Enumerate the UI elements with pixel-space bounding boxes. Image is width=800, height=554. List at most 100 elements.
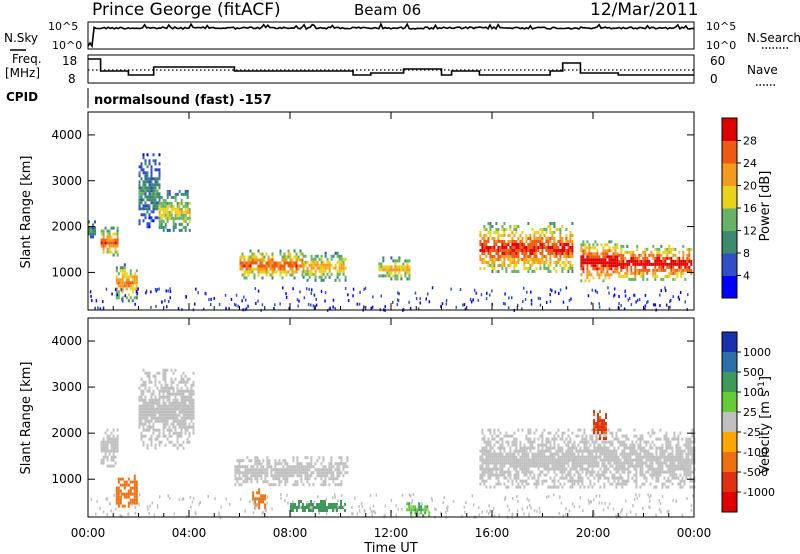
velocity-colorbar-swatch [722, 352, 737, 373]
freq-panel [87, 54, 695, 84]
power-colorbar-swatch [722, 275, 737, 299]
power-colorbar-tick: 20 [743, 180, 757, 193]
freq-tick-low: 8 [68, 72, 76, 86]
velocity-colorbar-tick: -25 [743, 426, 761, 439]
velocity-region [234, 456, 349, 487]
velocity-colorbar-swatch [722, 432, 737, 453]
power-colorbar-swatch [722, 118, 737, 141]
velocity-colorbar-label: Velocity [m s-1] [757, 376, 773, 474]
time-tick-label: 04:00 [172, 526, 207, 540]
velocity-y-label: Slant Range [km] [19, 362, 34, 475]
power-region [618, 244, 693, 281]
velocity-colorbar-tick: 1000 [743, 346, 771, 359]
power-region [158, 189, 191, 232]
velocity-region [100, 428, 119, 468]
velocity-colorbar-tick: -1000 [743, 486, 775, 499]
power-colorbar-swatch [722, 208, 737, 231]
velocity-colorbar-tick: -500 [743, 466, 768, 479]
velocity-colorbar-tick: 100 [743, 386, 764, 399]
power-region [580, 240, 619, 283]
nsky-label: N.Sky [4, 31, 38, 45]
power-y-label: Slant Range [km] [19, 156, 34, 269]
time-tick-label: 00:00 [71, 526, 106, 540]
velocity-region [593, 410, 607, 441]
velocity-colorbar-tick: -100 [743, 446, 768, 459]
velocity-region [479, 428, 696, 489]
cpid-label: CPID [6, 90, 38, 104]
power-colorbar-swatch [722, 140, 737, 164]
power-plot-area [88, 153, 693, 312]
nsky-panel [87, 21, 695, 50]
freq-label: Freq. [12, 52, 42, 66]
velocity-region [115, 474, 138, 508]
nsky-tick-high: 10^5 [48, 20, 78, 33]
nsearch-tick-high: 10^5 [706, 20, 736, 33]
velocity-colorbar-swatch [722, 392, 737, 413]
power-region [88, 220, 96, 239]
velocity-colorbar-tick: 25 [743, 406, 757, 419]
velocity-region [138, 368, 195, 450]
power-y-ticks: 1000 2000 3000 4000 [51, 128, 694, 279]
power-ytick-label: 2000 [51, 220, 82, 234]
power-colorbar-tick: 8 [743, 247, 750, 260]
velocity-colorbar-swatch [722, 412, 737, 433]
nave-label: Nave [747, 63, 778, 77]
velocity-colorbar-tick: 500 [743, 366, 764, 379]
velocity-ytick-label: 2000 [51, 426, 82, 440]
velocity-colorbar-swatch [722, 492, 737, 513]
freq-line [88, 58, 694, 76]
freq-unit: [MHz] [5, 66, 40, 80]
power-ytick-label: 3000 [51, 174, 82, 188]
nsearch-label: N.Search [747, 31, 800, 45]
velocity-colorbar-swatch [722, 452, 737, 473]
power-region [479, 222, 574, 273]
power-colorbar-swatch [722, 185, 737, 209]
velocity-ytick-label: 1000 [51, 472, 82, 486]
time-tick-label: 16:00 [475, 526, 510, 540]
power-ytick-label: 1000 [51, 265, 82, 279]
velocity-colorbar-swatch [722, 472, 737, 493]
time-tick-label: 08:00 [273, 526, 308, 540]
velocity-region [290, 500, 346, 512]
velocity-ytick-label: 4000 [51, 334, 82, 348]
power-region [378, 256, 411, 281]
velocity-colorbar-swatch [722, 372, 737, 393]
time-tick-label: 20:00 [576, 526, 611, 540]
time-tick-label: 00:00 [677, 526, 712, 540]
power-region [302, 251, 347, 282]
nave-tick-high: 60 [710, 54, 725, 68]
power-region [138, 153, 161, 229]
station-title: Prince George (fitACF) [92, 0, 281, 20]
power-colorbar-label: Power [dB] [758, 171, 773, 242]
power-region [239, 249, 304, 280]
velocity-colorbar: 1000 500 100 25 -25 -100 -500 -1000 [721, 331, 775, 513]
power-colorbar-tick: 24 [743, 157, 757, 170]
power-region [100, 226, 119, 257]
power-colorbar: 4 8 12 16 20 24 28 [721, 117, 757, 299]
velocity-panel-frame [88, 318, 694, 517]
power-colorbar-swatch [722, 230, 737, 254]
nave-tick-low: 0 [710, 72, 718, 86]
power-ytick-label: 4000 [51, 128, 82, 142]
velocity-ytick-label: 3000 [51, 380, 82, 394]
power-colorbar-tick: 28 [743, 135, 757, 148]
power-colorbar-tick: 12 [743, 225, 757, 238]
power-colorbar-tick: 16 [743, 202, 757, 215]
velocity-colorbar-label-close: ] [758, 376, 773, 381]
time-axis-label: Time UT [363, 541, 417, 554]
nsky-tick-low: 10^0 [52, 39, 82, 52]
nsearch-tick-low: 10^0 [706, 39, 736, 52]
velocity-y-ticks: 1000 2000 3000 4000 [51, 334, 694, 486]
power-colorbar-swatch [722, 253, 737, 276]
freq-tick-high: 18 [62, 54, 77, 68]
time-axis-ticks: 00:00 04:00 08:00 12:00 16:00 20:00 00:00 [71, 112, 712, 540]
velocity-colorbar-swatch [722, 332, 737, 353]
power-colorbar-swatch [722, 163, 737, 186]
nsky-line [87, 22, 695, 49]
velocity-colorbar-label-main: Velocity [m s [758, 390, 773, 474]
power-colorbar-tick: 4 [743, 270, 750, 283]
velocity-colorbar-label-sup: -1 [757, 381, 767, 390]
beam-title: Beam 06 [354, 1, 421, 19]
cpid-text: normalsound (fast) -157 [94, 93, 272, 108]
